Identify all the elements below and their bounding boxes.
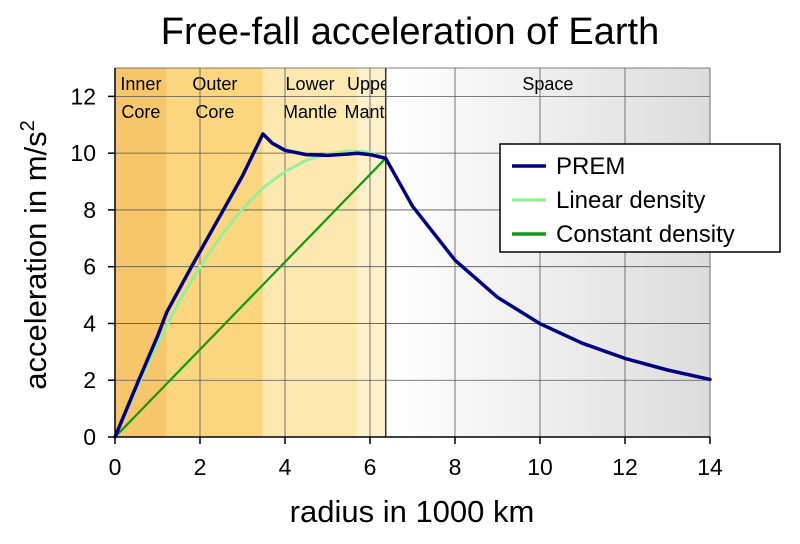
y-axis-label: acceleration in m/s2 [17,120,53,390]
x-tick-label: 14 [697,454,723,480]
region-band [166,68,263,437]
y-tick-label: 12 [70,83,96,109]
y-tick-label: 6 [83,254,96,280]
series-line-constant-density [113,157,387,439]
y-tick-labels: 0 2 4 6 8 10 12 [70,83,115,450]
y-axis-label-text: acceleration in m/s [18,131,53,389]
chart-title: Free-fall acceleration of Earth [161,11,659,53]
legend-label: Constant density [556,221,735,248]
series-lines [113,132,712,439]
region-label-line1: Lower [286,74,335,94]
series-line-prem [113,132,712,439]
series-line-linear-density [113,149,388,439]
legend: PREM Linear density Constant density [499,143,781,253]
region-label-line1: Inner [120,74,161,94]
x-tick-label: 2 [194,454,207,480]
legend-box [499,143,781,253]
y-tick-label: 4 [83,310,96,336]
x-tick-label: 12 [612,454,638,480]
region-label-line1: Upper [347,74,396,94]
x-tick-label: 10 [527,454,553,480]
region-label-line2: Core [195,102,234,122]
x-tick-labels: 0 2 4 6 8 10 12 14 [109,437,723,480]
region-label-line1: Outer [192,74,237,94]
y-axis-label-superscript: 2 [17,120,39,131]
x-tick-label: 4 [279,454,292,480]
y-tick-label: 10 [70,140,96,166]
region-band [262,68,358,437]
y-tick-label: 2 [83,367,96,393]
legend-label: Linear density [556,187,705,214]
legend-label: PREM [556,153,625,180]
x-tick-label: 0 [109,454,122,480]
y-tick-label: 0 [83,424,96,450]
x-tick-label: 8 [449,454,462,480]
y-tick-label: 8 [83,197,96,223]
x-axis-label: radius in 1000 km [290,494,535,529]
x-tick-label: 6 [364,454,377,480]
region-label-line2: Mantle [283,102,337,122]
region-band [357,68,386,437]
region-label-line2: Core [121,102,160,122]
region-label-line1: Space [522,74,573,94]
